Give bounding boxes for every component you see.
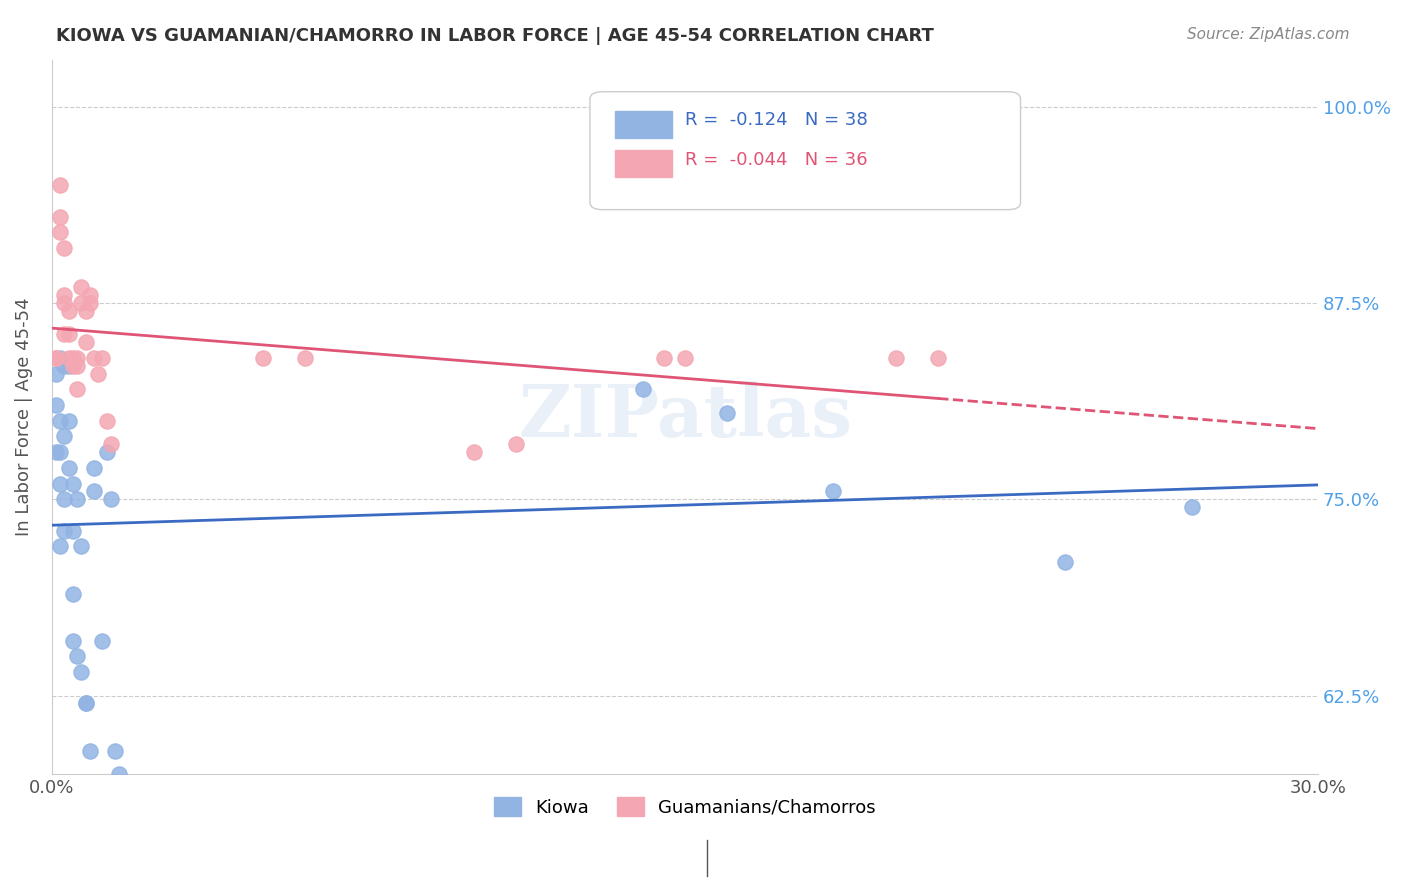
Point — [108, 767, 131, 781]
FancyBboxPatch shape — [591, 92, 1021, 210]
Point — [66, 383, 89, 397]
Point — [884, 351, 907, 365]
Point — [83, 351, 105, 365]
Point — [62, 586, 84, 600]
Point — [49, 540, 72, 554]
Point — [45, 398, 67, 412]
Point — [91, 633, 114, 648]
Point — [652, 351, 675, 365]
Point — [505, 437, 527, 451]
Point — [463, 445, 485, 459]
Point — [62, 359, 84, 373]
FancyBboxPatch shape — [616, 111, 672, 138]
Point — [75, 335, 97, 350]
Point — [1053, 555, 1076, 569]
Point — [58, 304, 80, 318]
Y-axis label: In Labor Force | Age 45-54: In Labor Force | Age 45-54 — [15, 298, 32, 536]
Point — [66, 649, 89, 664]
Text: R =  -0.044   N = 36: R = -0.044 N = 36 — [685, 151, 868, 169]
Point — [100, 437, 122, 451]
Point — [96, 414, 118, 428]
Point — [87, 367, 110, 381]
Text: ZIPatlas: ZIPatlas — [517, 382, 852, 452]
Point — [673, 351, 696, 365]
Point — [79, 743, 101, 757]
Point — [49, 476, 72, 491]
Point — [252, 351, 274, 365]
Point — [104, 743, 127, 757]
Point — [45, 351, 67, 365]
Point — [49, 445, 72, 459]
Point — [75, 304, 97, 318]
Point — [53, 492, 76, 507]
Point — [70, 296, 93, 310]
Point — [53, 359, 76, 373]
Point — [83, 461, 105, 475]
Point — [58, 327, 80, 342]
Point — [631, 383, 654, 397]
Point — [927, 351, 949, 365]
Point — [45, 351, 67, 365]
Point — [66, 359, 89, 373]
Point — [100, 492, 122, 507]
Point — [53, 241, 76, 255]
Point — [79, 296, 101, 310]
Point — [45, 367, 67, 381]
Point — [75, 697, 97, 711]
Point — [62, 524, 84, 538]
Point — [53, 296, 76, 310]
Point — [70, 280, 93, 294]
Point — [83, 484, 105, 499]
Point — [75, 697, 97, 711]
Point — [70, 540, 93, 554]
Point — [294, 351, 316, 365]
Point — [58, 351, 80, 365]
Point — [91, 351, 114, 365]
Point — [53, 524, 76, 538]
Point — [53, 327, 76, 342]
Legend: Kiowa, Guamanians/Chamorros: Kiowa, Guamanians/Chamorros — [485, 789, 884, 826]
Point — [49, 414, 72, 428]
Text: R =  -0.124   N = 38: R = -0.124 N = 38 — [685, 112, 868, 129]
Point — [66, 351, 89, 365]
Text: Source: ZipAtlas.com: Source: ZipAtlas.com — [1187, 27, 1350, 42]
FancyBboxPatch shape — [616, 151, 672, 178]
Point — [49, 178, 72, 193]
Point — [58, 414, 80, 428]
Point — [1180, 500, 1202, 515]
Point — [716, 406, 738, 420]
Point — [45, 445, 67, 459]
Point — [49, 210, 72, 224]
Point — [53, 288, 76, 302]
Text: KIOWA VS GUAMANIAN/CHAMORRO IN LABOR FORCE | AGE 45-54 CORRELATION CHART: KIOWA VS GUAMANIAN/CHAMORRO IN LABOR FOR… — [56, 27, 934, 45]
Point — [62, 351, 84, 365]
Point — [49, 351, 72, 365]
Point — [62, 633, 84, 648]
Point — [96, 445, 118, 459]
Point — [53, 429, 76, 443]
Point — [58, 359, 80, 373]
Point — [49, 225, 72, 239]
Point — [62, 476, 84, 491]
Point — [70, 665, 93, 679]
Point — [821, 484, 844, 499]
Point — [58, 461, 80, 475]
Point — [66, 492, 89, 507]
Point — [79, 288, 101, 302]
